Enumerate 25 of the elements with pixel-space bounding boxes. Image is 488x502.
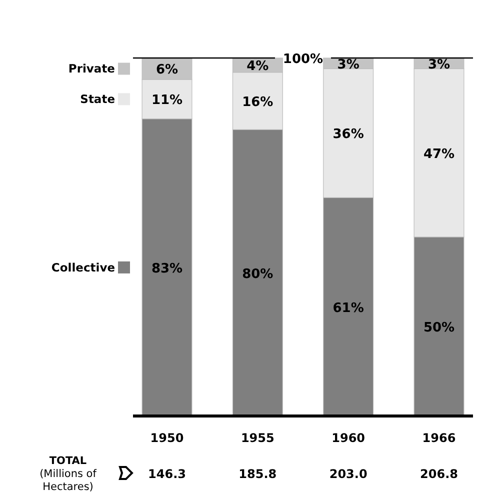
data-label: 6% (156, 62, 178, 78)
legend-label: State (80, 92, 116, 106)
text: 203.0 (329, 467, 368, 481)
x-tick-label: 1966 (422, 431, 456, 445)
legend-label: Collective (51, 260, 116, 274)
data-label: 3% (337, 57, 360, 72)
data-label: 61% (332, 300, 364, 316)
x-tick-label: 1955 (240, 431, 274, 445)
data-label: 80% (242, 266, 274, 282)
text: 146.3 (148, 467, 186, 481)
x-tick-label: 1960 (332, 431, 366, 445)
text: 185.8 (238, 467, 277, 481)
data-label: 3% (428, 57, 450, 72)
data-label: 11% (151, 93, 183, 108)
text: 206.8 (420, 467, 458, 481)
data-label: 16% (242, 94, 274, 110)
data-label: 4% (246, 59, 269, 74)
data-label: 83% (151, 261, 183, 276)
legend-label: Private (68, 62, 116, 76)
data-label: 50% (423, 320, 455, 336)
data-label: 47% (423, 146, 455, 162)
x-tick-label: 1950 (150, 431, 184, 445)
ref-line-label: 100% (282, 52, 324, 67)
data-label: 36% (332, 127, 364, 142)
text: TOTAL (Millions of Hectares) (40, 455, 97, 493)
